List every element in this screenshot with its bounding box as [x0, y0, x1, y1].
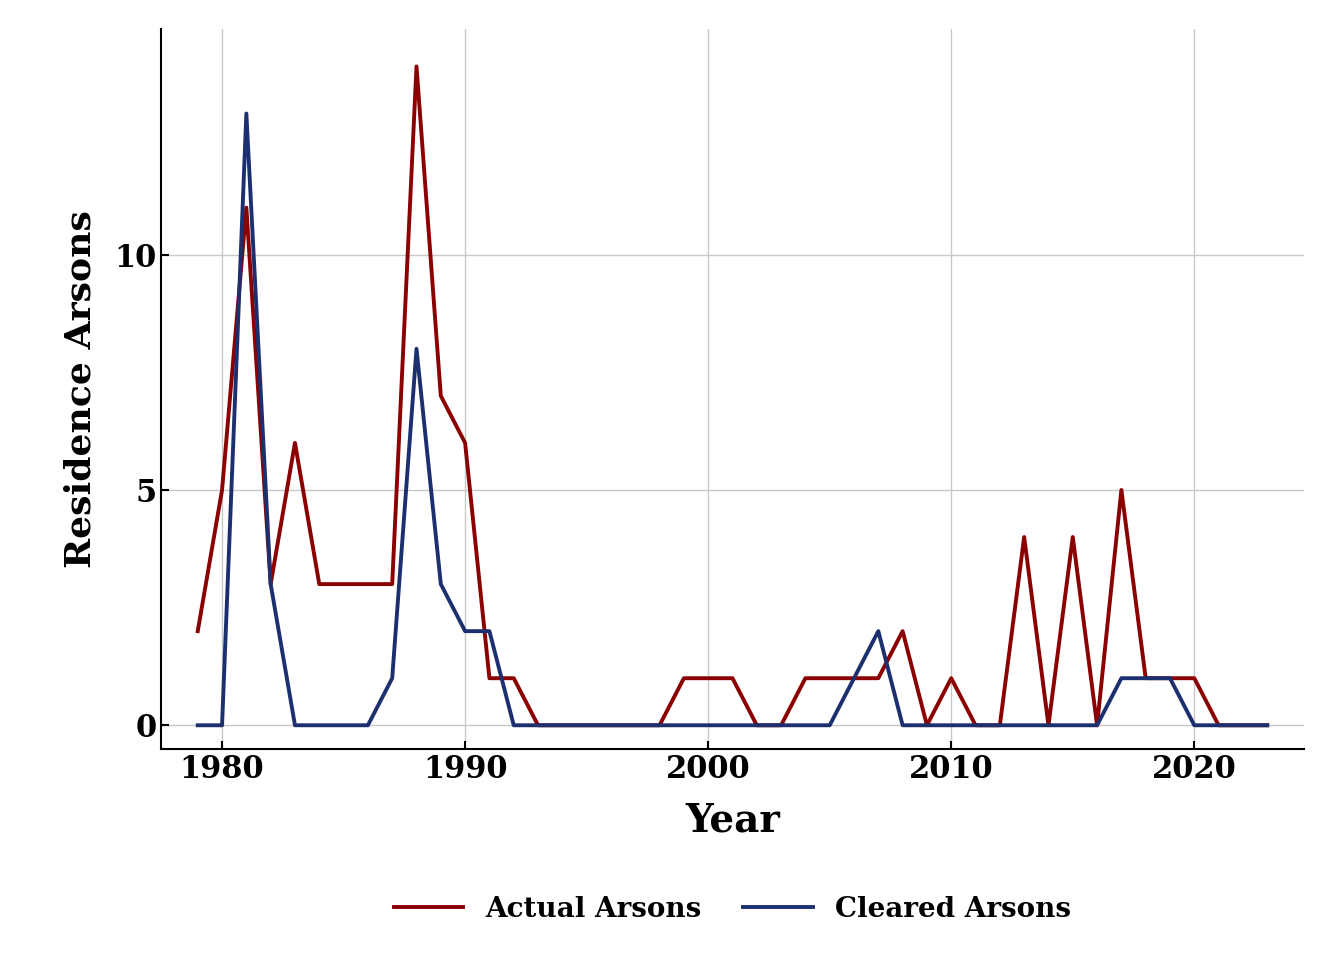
Cleared Arsons: [1040, 719, 1056, 731]
Actual Arsons: [943, 672, 960, 684]
Cleared Arsons: [628, 719, 644, 731]
Actual Arsons: [190, 625, 206, 636]
Actual Arsons: [1137, 672, 1153, 684]
Actual Arsons: [895, 625, 911, 636]
Cleared Arsons: [1064, 719, 1081, 731]
Legend: Actual Arsons, Cleared Arsons: Actual Arsons, Cleared Arsons: [383, 885, 1082, 934]
Cleared Arsons: [457, 625, 473, 636]
Actual Arsons: [676, 672, 692, 684]
Cleared Arsons: [286, 719, 302, 731]
Cleared Arsons: [214, 719, 230, 731]
Cleared Arsons: [1089, 719, 1105, 731]
Actual Arsons: [409, 60, 425, 72]
Actual Arsons: [919, 719, 935, 731]
Cleared Arsons: [433, 578, 449, 589]
Actual Arsons: [312, 578, 328, 589]
Cleared Arsons: [652, 719, 668, 731]
Actual Arsons: [652, 719, 668, 731]
Cleared Arsons: [968, 719, 984, 731]
Cleared Arsons: [530, 719, 546, 731]
Cleared Arsons: [262, 578, 278, 589]
Actual Arsons: [773, 719, 789, 731]
Actual Arsons: [797, 672, 813, 684]
Actual Arsons: [700, 672, 716, 684]
Actual Arsons: [1016, 531, 1032, 542]
Cleared Arsons: [1235, 719, 1251, 731]
Actual Arsons: [384, 578, 401, 589]
Line: Actual Arsons: Actual Arsons: [198, 66, 1267, 725]
Actual Arsons: [968, 719, 984, 731]
Actual Arsons: [214, 484, 230, 495]
Cleared Arsons: [578, 719, 594, 731]
Cleared Arsons: [773, 719, 789, 731]
Actual Arsons: [1187, 672, 1203, 684]
Actual Arsons: [749, 719, 765, 731]
Cleared Arsons: [554, 719, 570, 731]
Cleared Arsons: [481, 625, 497, 636]
Cleared Arsons: [409, 343, 425, 354]
Cleared Arsons: [845, 672, 862, 684]
Cleared Arsons: [603, 719, 620, 731]
Actual Arsons: [845, 672, 862, 684]
Actual Arsons: [360, 578, 376, 589]
Actual Arsons: [1064, 531, 1081, 542]
Cleared Arsons: [871, 625, 887, 636]
Cleared Arsons: [1137, 672, 1153, 684]
Actual Arsons: [1259, 719, 1275, 731]
Actual Arsons: [1113, 484, 1129, 495]
Cleared Arsons: [676, 719, 692, 731]
X-axis label: Year: Year: [685, 802, 780, 839]
Actual Arsons: [1211, 719, 1227, 731]
Actual Arsons: [433, 390, 449, 401]
Actual Arsons: [1040, 719, 1056, 731]
Cleared Arsons: [1163, 672, 1179, 684]
Actual Arsons: [286, 437, 302, 448]
Actual Arsons: [724, 672, 741, 684]
Actual Arsons: [457, 437, 473, 448]
Cleared Arsons: [821, 719, 837, 731]
Actual Arsons: [578, 719, 594, 731]
Cleared Arsons: [919, 719, 935, 731]
Actual Arsons: [1235, 719, 1251, 731]
Cleared Arsons: [992, 719, 1008, 731]
Cleared Arsons: [1113, 672, 1129, 684]
Cleared Arsons: [238, 108, 254, 119]
Cleared Arsons: [895, 719, 911, 731]
Line: Cleared Arsons: Cleared Arsons: [198, 113, 1267, 725]
Actual Arsons: [530, 719, 546, 731]
Actual Arsons: [1163, 672, 1179, 684]
Cleared Arsons: [724, 719, 741, 731]
Cleared Arsons: [943, 719, 960, 731]
Actual Arsons: [821, 672, 837, 684]
Actual Arsons: [603, 719, 620, 731]
Cleared Arsons: [1211, 719, 1227, 731]
Actual Arsons: [262, 578, 278, 589]
Cleared Arsons: [797, 719, 813, 731]
Actual Arsons: [554, 719, 570, 731]
Cleared Arsons: [384, 672, 401, 684]
Y-axis label: Residence Arsons: Residence Arsons: [63, 210, 98, 567]
Cleared Arsons: [1016, 719, 1032, 731]
Cleared Arsons: [336, 719, 352, 731]
Cleared Arsons: [749, 719, 765, 731]
Actual Arsons: [628, 719, 644, 731]
Actual Arsons: [336, 578, 352, 589]
Cleared Arsons: [190, 719, 206, 731]
Cleared Arsons: [360, 719, 376, 731]
Actual Arsons: [992, 719, 1008, 731]
Cleared Arsons: [1259, 719, 1275, 731]
Cleared Arsons: [1187, 719, 1203, 731]
Actual Arsons: [871, 672, 887, 684]
Actual Arsons: [1089, 719, 1105, 731]
Cleared Arsons: [312, 719, 328, 731]
Actual Arsons: [238, 202, 254, 213]
Cleared Arsons: [505, 719, 521, 731]
Actual Arsons: [481, 672, 497, 684]
Actual Arsons: [505, 672, 521, 684]
Cleared Arsons: [700, 719, 716, 731]
